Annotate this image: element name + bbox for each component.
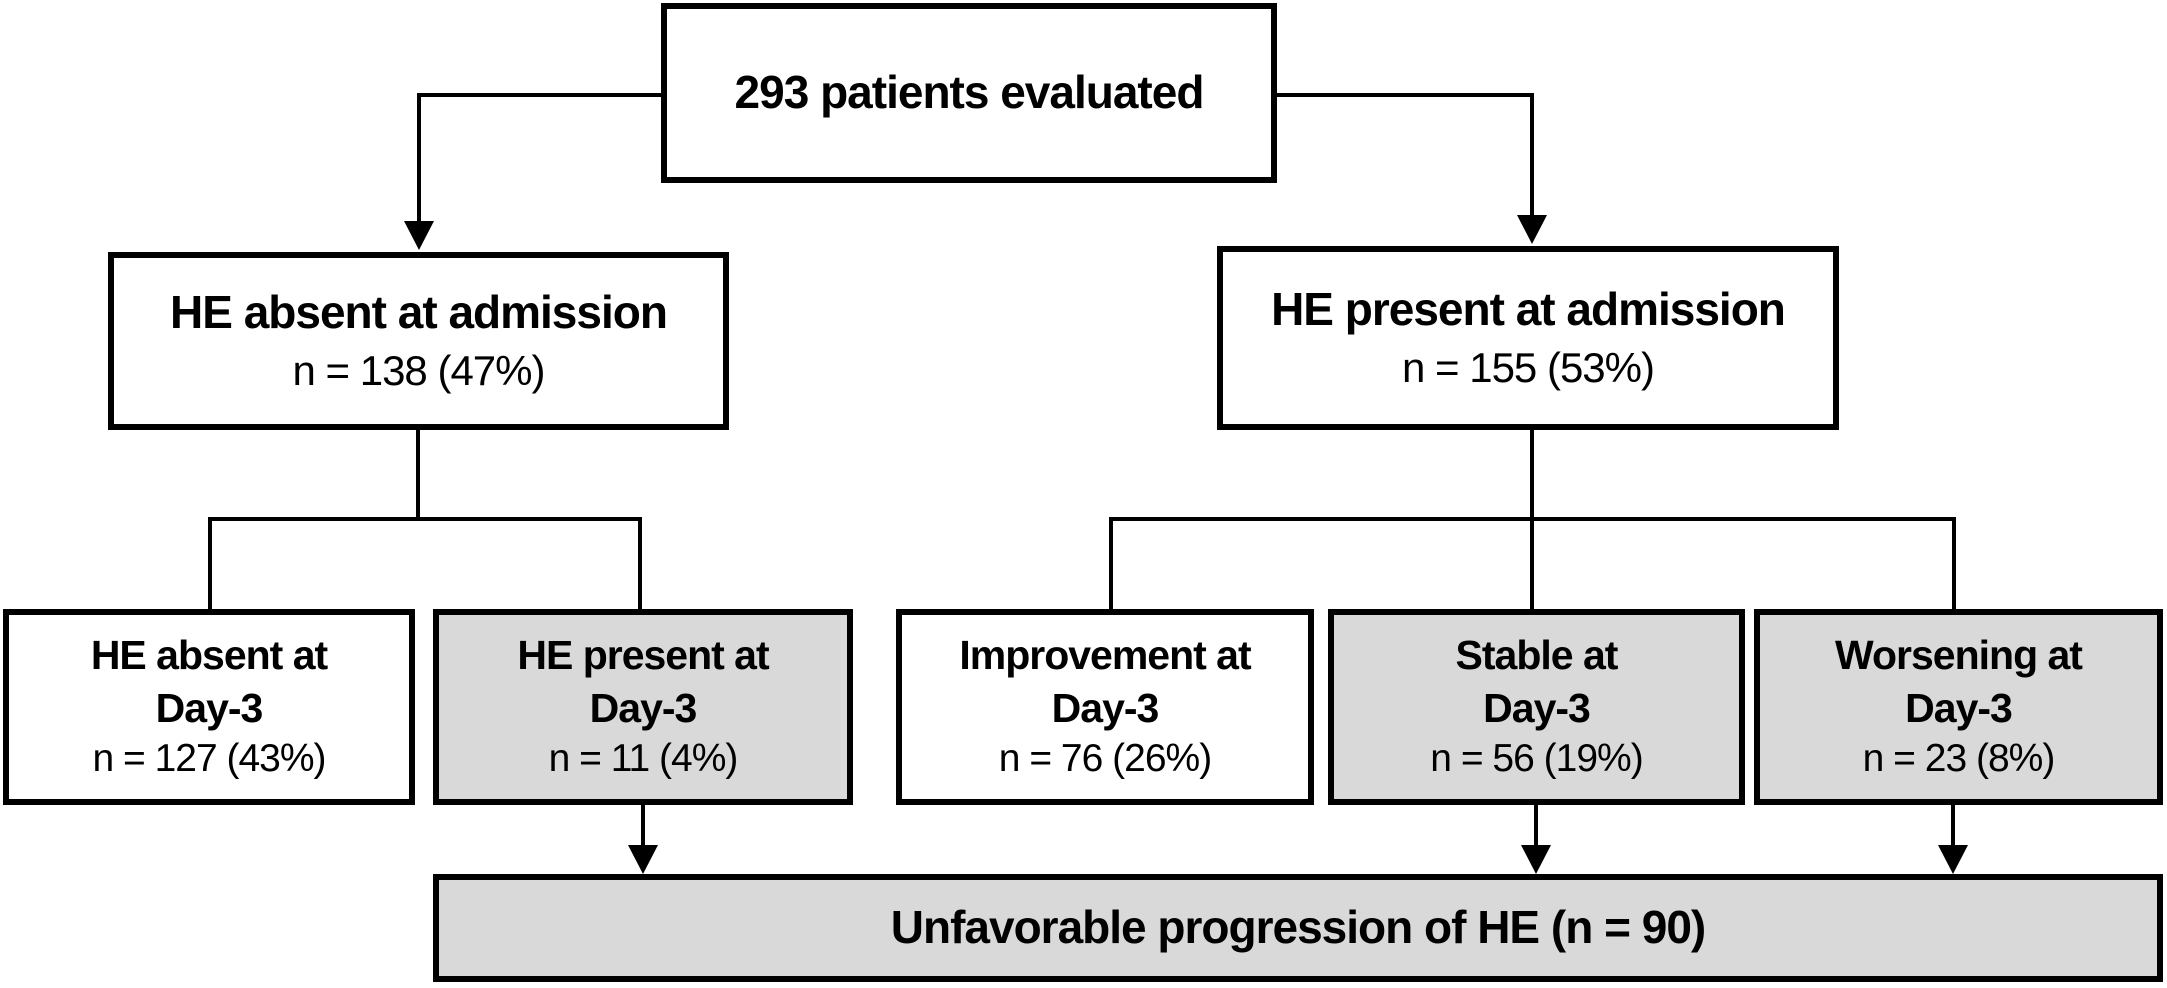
node-he-present-admission-count: n = 155 (53%) bbox=[1401, 343, 1655, 391]
node-improvement-day3-title-line1: Improvement at bbox=[959, 632, 1251, 679]
arrowhead-outcome-middle bbox=[1521, 845, 1551, 874]
node-stable-day3-count: n = 56 (19%) bbox=[1430, 737, 1643, 781]
node-improvement-day3: Improvement at Day-3 n = 76 (26%) bbox=[896, 609, 1314, 805]
node-unfavorable-progression: Unfavorable progression of HE (n = 90) bbox=[433, 874, 2163, 982]
node-improvement-day3-title-line2: Day-3 bbox=[1051, 684, 1160, 731]
connector-worsening-to-outcome bbox=[1938, 805, 1968, 874]
connector-root-to-absent bbox=[404, 93, 661, 250]
node-unfavorable-progression-label: Unfavorable progression of HE (n = 90) bbox=[890, 901, 1706, 954]
node-he-present-admission: HE present at admission n = 155 (53%) bbox=[1217, 246, 1839, 430]
connector-absent-branch bbox=[208, 430, 642, 611]
node-stable-day3-title-line2: Day-3 bbox=[1483, 684, 1591, 731]
node-improvement-day3-count: n = 76 (26%) bbox=[998, 737, 1212, 781]
node-worsening-day3-title-line2: Day-3 bbox=[1905, 684, 2013, 731]
connector-present-branch bbox=[1109, 430, 1956, 611]
node-he-present-day3-title-line2: Day-3 bbox=[589, 684, 698, 731]
arrowhead-outcome-right bbox=[1938, 845, 1968, 874]
node-he-absent-day3-title-line1: HE absent at bbox=[90, 632, 328, 679]
node-he-absent-day3-title-line2: Day-3 bbox=[155, 684, 264, 731]
node-he-absent-day3-count: n = 127 (43%) bbox=[92, 737, 326, 781]
arrowhead-right-admission bbox=[1517, 215, 1547, 244]
connector-stable-to-outcome bbox=[1521, 805, 1551, 874]
node-patients-evaluated: 293 patients evaluated bbox=[661, 3, 1277, 183]
node-he-absent-day3: HE absent at Day-3 n = 127 (43%) bbox=[3, 609, 415, 805]
node-he-present-day3-count: n = 11 (4%) bbox=[548, 737, 739, 781]
node-stable-day3-title-line1: Stable at bbox=[1455, 632, 1619, 679]
node-he-absent-admission-title: HE absent at admission bbox=[170, 285, 668, 338]
node-worsening-day3: Worsening at Day-3 n = 23 (8%) bbox=[1754, 609, 2163, 805]
arrowhead-left-admission bbox=[404, 221, 434, 250]
connector-root-to-present bbox=[1277, 93, 1547, 244]
node-he-absent-admission-count: n = 138 (47%) bbox=[292, 346, 545, 394]
node-stable-day3: Stable at Day-3 n = 56 (19%) bbox=[1328, 609, 1745, 805]
node-he-present-day3-title-line1: HE present at bbox=[517, 632, 769, 679]
node-he-present-day3: HE present at Day-3 n = 11 (4%) bbox=[433, 609, 853, 805]
node-he-present-admission-title: HE present at admission bbox=[1271, 282, 1786, 335]
node-patients-evaluated-label: 293 patients evaluated bbox=[734, 66, 1205, 119]
node-worsening-day3-count: n = 23 (8%) bbox=[1862, 737, 2056, 781]
node-worsening-day3-title-line1: Worsening at bbox=[1835, 632, 2083, 679]
arrowhead-outcome-left bbox=[628, 845, 658, 874]
connector-present-day3-to-outcome bbox=[628, 805, 658, 874]
node-he-absent-admission: HE absent at admission n = 138 (47%) bbox=[108, 252, 729, 430]
